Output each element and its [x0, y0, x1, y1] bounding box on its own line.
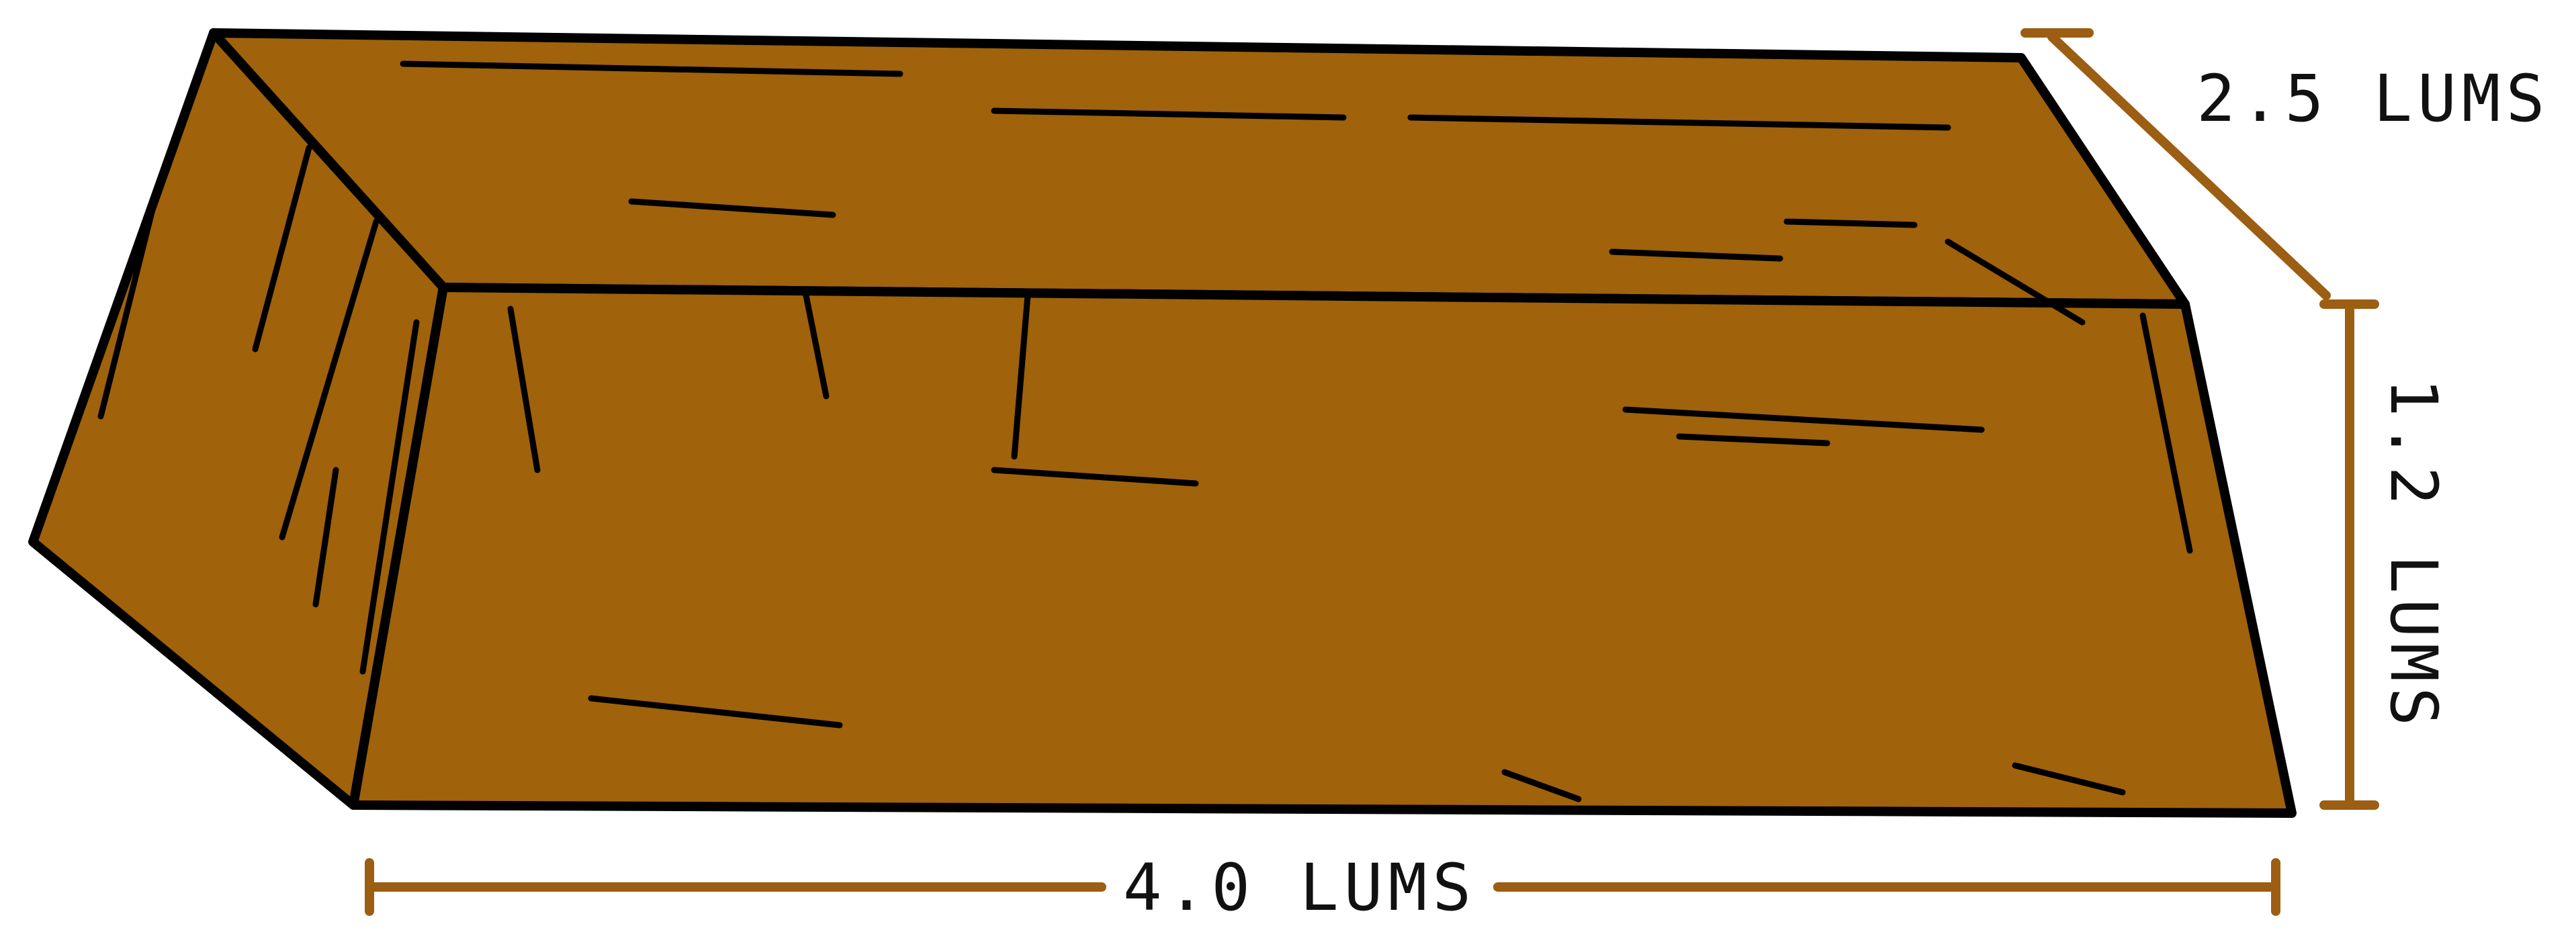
straw-texture — [97, 60, 2193, 802]
hay-bale — [28, 28, 2297, 818]
depth-line — [2047, 32, 2331, 300]
width-dimension — [365, 858, 2280, 916]
depth-label: 2.5 LUMS — [2196, 61, 2550, 136]
height-dimension — [2319, 299, 2379, 810]
height-label: 1.2 LUMS — [2376, 378, 2451, 731]
bale-front — [349, 283, 2297, 818]
bale-top — [209, 28, 2190, 309]
width-label: 4.0 LUMS — [1123, 850, 1476, 925]
